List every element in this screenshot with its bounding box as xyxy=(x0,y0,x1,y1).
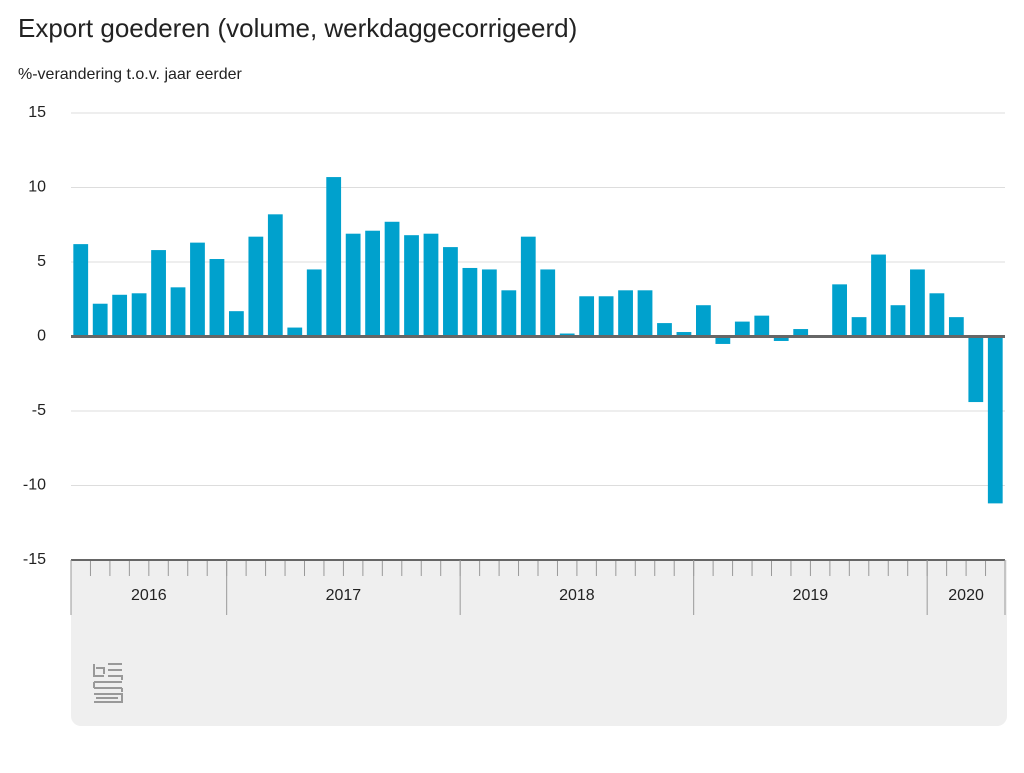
bar xyxy=(910,269,925,337)
bar xyxy=(423,233,439,337)
bar xyxy=(618,290,633,337)
bar xyxy=(520,236,536,337)
y-tick-label: -15 xyxy=(23,551,46,568)
bar xyxy=(345,233,361,337)
bar xyxy=(190,242,205,337)
y-tick-label: 0 xyxy=(37,328,46,345)
x-tick-label: 2017 xyxy=(326,587,362,604)
bar xyxy=(948,317,964,337)
bar xyxy=(851,317,867,337)
bar xyxy=(112,294,128,337)
bar xyxy=(462,267,478,337)
bar xyxy=(248,236,264,337)
bar xyxy=(871,254,886,337)
bar xyxy=(696,305,711,337)
y-tick-label: 10 xyxy=(28,179,46,196)
axis-panel xyxy=(71,560,1007,726)
bar xyxy=(326,177,342,337)
bar xyxy=(773,336,789,341)
x-tick-label: 2019 xyxy=(793,587,829,604)
bar xyxy=(540,269,556,337)
x-tick-label: 2016 xyxy=(131,587,167,604)
bar xyxy=(929,293,945,337)
y-tick-label: 5 xyxy=(37,253,46,270)
bar xyxy=(151,250,166,337)
bar xyxy=(890,305,906,337)
bar xyxy=(287,327,303,337)
bar xyxy=(443,247,458,337)
bar xyxy=(657,323,672,337)
y-tick-label: -5 xyxy=(32,402,46,419)
bar xyxy=(968,336,984,403)
bar xyxy=(267,214,283,337)
bar xyxy=(598,296,614,337)
y-tick-label: -10 xyxy=(23,477,46,494)
y-tick-label: 15 xyxy=(28,104,46,121)
bar xyxy=(73,244,89,337)
x-tick-label: 2020 xyxy=(948,587,984,604)
chart-subtitle: %-verandering t.o.v. jaar eerder xyxy=(18,66,242,83)
bar xyxy=(229,311,244,337)
bar xyxy=(793,329,809,337)
bar xyxy=(306,269,322,337)
bar xyxy=(365,230,380,337)
bar xyxy=(170,287,186,337)
bar xyxy=(832,284,847,337)
axis-panel-top xyxy=(71,560,1007,580)
bar xyxy=(987,336,1003,504)
chart-title: Export goederen (volume, werkdaggecorrig… xyxy=(18,13,577,43)
bar xyxy=(637,290,653,337)
bar xyxy=(384,221,400,337)
bar xyxy=(579,296,595,337)
bar xyxy=(501,290,517,337)
x-tick-label: 2018 xyxy=(559,587,595,604)
bar xyxy=(209,259,225,337)
bar xyxy=(734,321,750,337)
bar xyxy=(481,269,497,337)
bar xyxy=(92,303,108,337)
bar xyxy=(715,336,731,344)
logo xyxy=(93,663,123,703)
bar xyxy=(131,293,147,337)
bar xyxy=(676,332,692,337)
bar xyxy=(754,315,770,337)
bar xyxy=(404,235,419,337)
